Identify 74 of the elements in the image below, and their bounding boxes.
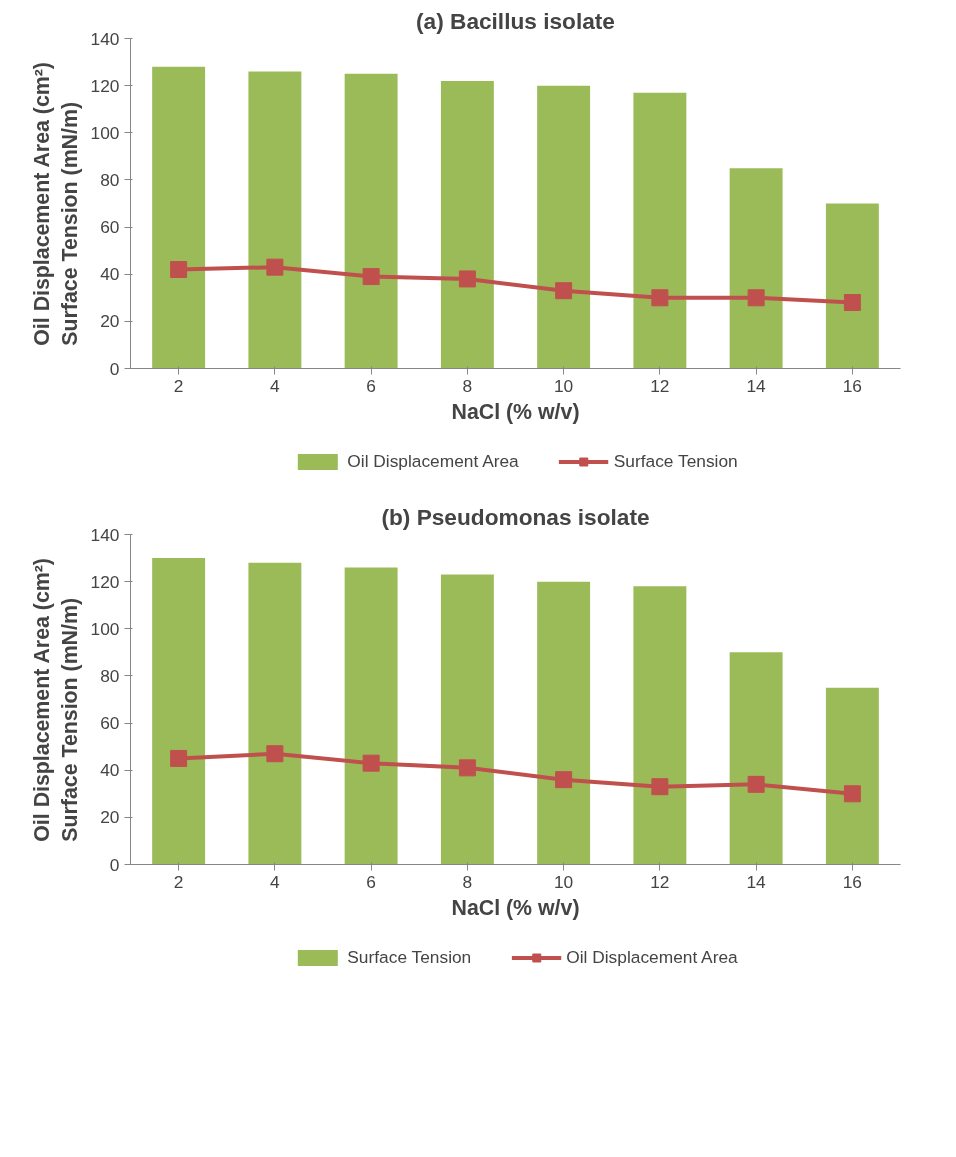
y-tick-label: 60 <box>100 713 120 734</box>
x-tick-label: 14 <box>746 375 767 396</box>
x-tick-label: 10 <box>553 871 574 892</box>
x-tick-label: 12 <box>650 375 670 396</box>
x-tick-label: 2 <box>173 375 184 396</box>
bar <box>440 574 494 865</box>
bar <box>729 168 783 369</box>
legend-label: Surface Tension <box>347 946 472 968</box>
bar <box>152 558 206 865</box>
point <box>170 261 188 278</box>
bar <box>152 66 206 369</box>
y-tick-label: 140 <box>90 28 120 49</box>
bar <box>633 92 687 369</box>
y-axis-title: Oil Displacement Area (cm²) Surface Tension (mN/m) <box>29 62 83 346</box>
y-tick-label: 20 <box>100 807 120 828</box>
point <box>458 759 476 777</box>
point <box>170 749 188 767</box>
x-tick-label: 16 <box>842 871 863 892</box>
x-tick-label: 10 <box>553 375 574 396</box>
point <box>843 294 861 311</box>
point <box>362 754 380 772</box>
bar <box>440 80 494 369</box>
point <box>651 778 669 796</box>
y-tick-label: 0 <box>109 358 120 379</box>
bar <box>825 203 879 369</box>
bar <box>825 687 879 865</box>
y-tick-label: 120 <box>90 571 120 592</box>
x-tick-label: 6 <box>366 375 376 396</box>
bar <box>537 581 591 865</box>
x-tick-label: 4 <box>270 871 281 892</box>
point <box>362 268 380 286</box>
point <box>747 775 765 793</box>
x-tick-label: 16 <box>842 375 863 396</box>
y-tick-label: 140 <box>90 524 120 545</box>
y-tick-label: 100 <box>90 618 120 639</box>
y-tick-label: 60 <box>100 217 120 238</box>
point <box>266 258 284 276</box>
x-tick-label: 6 <box>366 871 376 892</box>
chart-title: (b) Pseudomonas isolate <box>381 503 650 530</box>
x-tick-label: 8 <box>462 871 473 892</box>
point <box>266 745 284 763</box>
bar <box>344 73 398 369</box>
x-axis-title: NaCl (% w/v) <box>451 399 580 424</box>
x-tick-label: 2 <box>173 871 184 892</box>
legend-label: Oil Displacement Area <box>347 450 519 472</box>
point <box>555 771 573 789</box>
y-tick-label: 100 <box>90 122 120 143</box>
point <box>747 289 765 307</box>
bar <box>729 652 783 865</box>
x-tick-label: 8 <box>462 375 473 396</box>
point <box>555 282 573 300</box>
x-tick-label: 4 <box>270 375 281 396</box>
bar <box>344 567 398 865</box>
x-tick-label: 12 <box>650 871 670 892</box>
bar <box>248 71 302 369</box>
y-tick-label: 80 <box>100 665 120 686</box>
y-axis-title: Oil Displacement Area (cm²) Surface Tension (mN/m) <box>29 558 83 842</box>
y-tick-label: 20 <box>100 311 120 332</box>
y-tick-label: 40 <box>100 760 120 781</box>
y-tick-label: 40 <box>100 264 120 285</box>
bar <box>248 562 302 865</box>
y-tick-label: 120 <box>90 75 120 96</box>
bar <box>633 586 687 865</box>
legend-label: Oil Displacement Area <box>566 946 738 968</box>
x-tick-label: 14 <box>746 871 767 892</box>
bar <box>537 85 591 369</box>
point <box>843 785 861 803</box>
y-tick-label: 0 <box>109 854 120 875</box>
y-tick-label: 80 <box>100 169 120 190</box>
legend-label: Surface Tension <box>613 450 738 472</box>
x-axis-title: NaCl (% w/v) <box>451 895 580 920</box>
chart-title: (a) Bacillus isolate <box>416 7 615 34</box>
point <box>458 270 476 288</box>
point <box>651 289 669 307</box>
